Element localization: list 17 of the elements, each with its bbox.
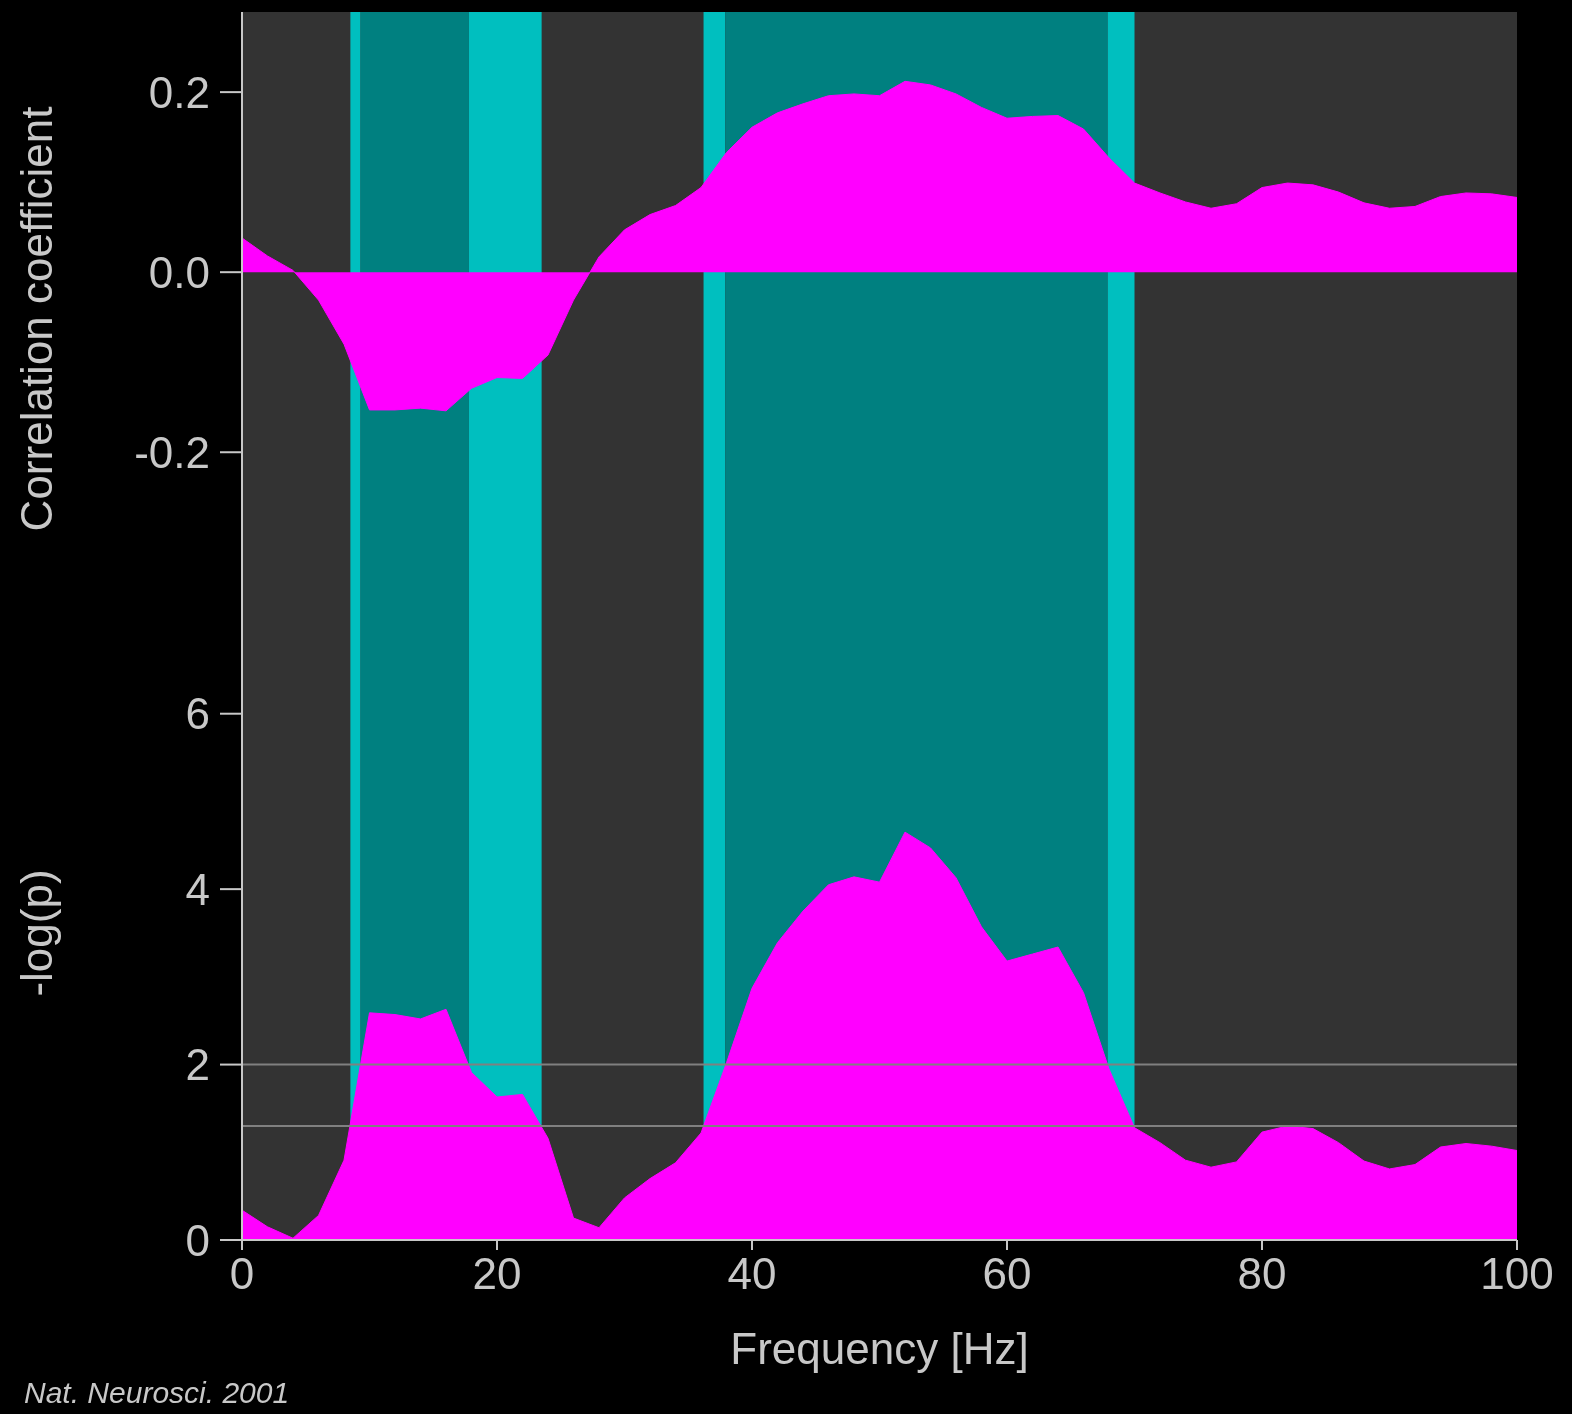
y-axis-title: -log(p) bbox=[11, 869, 61, 997]
text: Nat. Neurosci. 2001 bbox=[24, 1376, 290, 1410]
y-axis-title: Correlation coefficient bbox=[11, 106, 61, 532]
x-tick-label: 100 bbox=[1480, 1249, 1554, 1299]
y-tick-label: 2 bbox=[185, 1040, 210, 1090]
x-tick-label: 20 bbox=[472, 1249, 522, 1299]
x-tick-label: 0 bbox=[229, 1249, 255, 1299]
y-tick-label: 0 bbox=[185, 1215, 210, 1265]
y-tick-label: 4 bbox=[185, 864, 210, 914]
x-tick-label: 80 bbox=[1237, 1249, 1287, 1299]
y-tick-label: 6 bbox=[185, 689, 210, 739]
x-tick-label: 40 bbox=[727, 1249, 777, 1299]
y-tick-label: 0.0 bbox=[148, 247, 210, 297]
x-tick-label: 60 bbox=[982, 1249, 1032, 1299]
y-tick-label: -0.2 bbox=[134, 427, 210, 477]
x-axis-title: Frequency [Hz] bbox=[730, 1324, 1029, 1373]
y-tick-label: 0.2 bbox=[148, 67, 210, 117]
